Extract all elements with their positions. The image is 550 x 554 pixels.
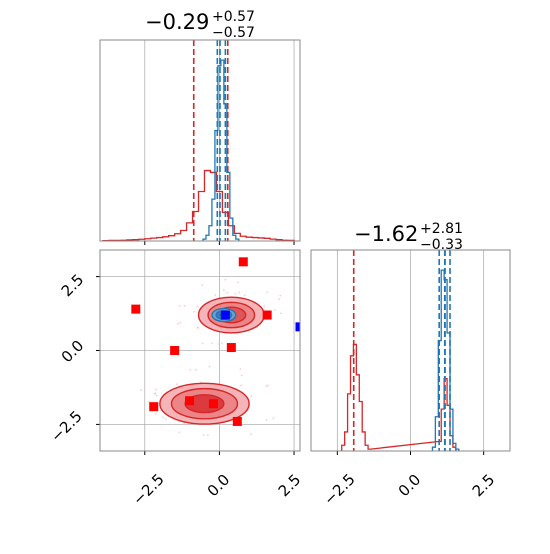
marker-blue [220, 310, 230, 320]
scatter-point [164, 418, 167, 421]
histogram-blue-series [202, 59, 240, 241]
title-2-lower: −0.33 [420, 237, 463, 253]
scatter-point [224, 278, 227, 281]
scatter-point [237, 281, 239, 284]
scatter-point [267, 384, 269, 387]
scatter-point [222, 289, 225, 292]
scatter-point [206, 434, 209, 437]
marker-red [170, 346, 180, 355]
y-tick-labels-joint: 2.5 0.0 −2.5 [47, 271, 87, 446]
scatter-point [243, 294, 246, 297]
axes-frame [99, 249, 301, 452]
y-tick-label: −2.5 [47, 407, 85, 445]
x-tick-label: −2.5 [320, 470, 358, 508]
scatter-point [154, 413, 157, 415]
x-tick-label: 2.5 [275, 471, 305, 501]
histogram-red-series [102, 169, 295, 242]
marker-red [131, 304, 141, 314]
marker-red [262, 310, 272, 320]
scatter-point [196, 305, 199, 308]
scatter-point [265, 385, 268, 388]
axes-frame [310, 249, 511, 452]
scatter-point [214, 294, 217, 296]
scatter-point [278, 298, 281, 301]
scatter-point [279, 294, 282, 297]
title-1-upper: +0.57 [212, 9, 255, 25]
scatter-point [250, 433, 253, 436]
scatter-point [239, 368, 242, 370]
title-1-lower: −0.57 [212, 25, 255, 41]
scatter-point [154, 392, 157, 395]
scatter-point [263, 305, 266, 308]
scatter-point [238, 291, 241, 294]
marker-red [185, 396, 195, 406]
scatter-point [183, 422, 186, 425]
scatter-point [280, 312, 282, 315]
joint-contours [131, 257, 300, 437]
scatter-point [189, 368, 192, 371]
marker-red [238, 257, 248, 267]
axes-frame [99, 39, 301, 242]
scatter-point [140, 389, 143, 392]
scatter-point [183, 304, 186, 307]
scatter-point [193, 310, 195, 313]
scatter-point [273, 309, 276, 311]
title-param-1: −0.29 +0.57 −0.57 [145, 9, 255, 41]
marker-red [149, 402, 159, 412]
scatter-point [162, 416, 164, 419]
marker-red [208, 399, 218, 409]
y-tick-label: 0.0 [58, 337, 88, 367]
scatter-point [201, 342, 204, 345]
scatter-point [265, 419, 268, 421]
x-tick-label: 2.5 [469, 471, 499, 501]
y-tick-label: 2.5 [58, 271, 88, 301]
scatter-point [266, 291, 269, 294]
scatter-point [221, 342, 223, 344]
scatter-point [240, 384, 242, 387]
scatter-point [199, 381, 202, 384]
marker-red [226, 343, 236, 353]
scatter-point [234, 293, 237, 295]
scatter-point [250, 395, 253, 397]
x-tick-label: 0.0 [395, 471, 425, 501]
x-tick-labels-joint: −2.5 0.0 2.5 [129, 470, 304, 508]
marker-red [232, 416, 242, 426]
marker-blue [295, 322, 300, 332]
scatter-point [178, 431, 181, 434]
histogram-panel-1 [99, 39, 301, 245]
title-1-median: −0.29 [145, 10, 209, 34]
scatter-point [202, 434, 205, 436]
scatter-point [217, 342, 220, 345]
x-tick-label: −2.5 [129, 470, 167, 508]
scatter-point [177, 322, 180, 325]
scatter-point [178, 304, 181, 307]
scatter-point [196, 327, 199, 329]
scatter-point [201, 284, 204, 287]
histogram-panel-2 [310, 249, 511, 455]
x-tick-labels-hist2: −2.5 0.0 2.5 [320, 470, 498, 508]
scatter-point [272, 417, 275, 420]
scatter-point [195, 368, 198, 371]
title-2-upper: +2.81 [420, 221, 463, 237]
scatter-point [240, 374, 243, 377]
scatter-point [176, 383, 178, 386]
scatter-point [226, 291, 229, 294]
histogram-red-series [341, 343, 457, 451]
title-param-2: −1.62 +2.81 −0.33 [354, 221, 463, 253]
joint-contour-panel [96, 249, 301, 455]
title-2-median: −1.62 [354, 222, 418, 246]
scatter-point [155, 388, 158, 391]
scatter-point [155, 394, 158, 397]
scatter-point [211, 342, 214, 345]
scatter-point [208, 365, 211, 368]
x-tick-label: 0.0 [204, 471, 234, 501]
scatter-point [179, 321, 182, 324]
